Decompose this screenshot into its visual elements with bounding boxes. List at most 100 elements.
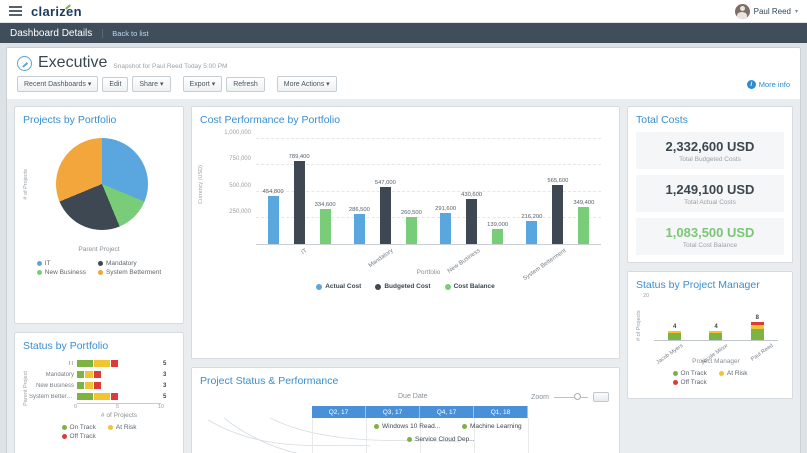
stat-block: 1,083,500 USD Total Cost Balance (636, 218, 784, 255)
user-menu[interactable]: Paul Reed ▾ (734, 3, 798, 19)
sbp-axis: 0 5 10 (74, 404, 164, 410)
legend-dot (61, 434, 67, 439)
bar-group-it: 454,800 789,400 334,600 (259, 140, 339, 244)
row-label: New Business (35, 382, 74, 389)
legend-item-on-track: On Track (672, 370, 707, 377)
hamburger-menu-icon[interactable] (9, 6, 22, 16)
toolbar-button-share[interactable]: Share ▾ (132, 76, 171, 92)
portfolio-pie-legend: IT Mandatory New Business System Betterment (23, 260, 175, 276)
portfolio-status-row: Mandatory 3 (29, 369, 175, 380)
toolbar-button-more-actions[interactable]: More Actions ▾ (276, 76, 337, 92)
y-axis-label: # of Projects (23, 168, 29, 200)
legend-dot (107, 425, 113, 430)
legend-label: Actual Cost (325, 283, 362, 290)
x-axis-label: Parent Project (78, 246, 120, 253)
portfolio-status-row: IT 5 (29, 358, 175, 369)
row-label: IT (68, 360, 74, 367)
y-axis-label: Parent Project (23, 371, 29, 406)
legend-item-it: IT (36, 260, 86, 267)
user-avatar (734, 3, 750, 19)
gantt-task-machine-learning[interactable]: Machine Learning (462, 423, 522, 430)
legend-label: At Risk (726, 370, 748, 377)
timeline-quarters: Q2, 17 Q3, 17 Q4, 17 Q1, 18 (312, 406, 611, 418)
legend-item-actual-cost: Actual Cost (316, 283, 361, 290)
zoom-button[interactable] (593, 392, 609, 402)
bar-value-label: 260,500 (400, 209, 422, 216)
bar-group-system-betterment: 216,200 565,600 349,400 (518, 140, 598, 244)
y-tick-label: 20 (643, 293, 650, 299)
due-date-label: Due Date (398, 393, 428, 400)
bar-value-label: 286,500 (348, 206, 370, 213)
page-title: Dashboard Details (10, 27, 93, 39)
bar-cost-balance (578, 207, 590, 244)
card-title: Projects by Portfolio (23, 114, 117, 126)
x-axis-line (77, 403, 161, 404)
bar-total-label: 4 (672, 324, 677, 331)
quarter-header-cell: Q4, 17 (420, 406, 474, 418)
portfolio-status-row: New Business 3 (29, 380, 175, 391)
toolbar-button-edit[interactable]: Edit (102, 76, 129, 92)
timeline-gridline (474, 418, 475, 453)
card-total-costs: Total Costs 2,332,600 USD Total Budgeted … (627, 106, 793, 263)
legend-item-off-track: Off Track (61, 433, 96, 440)
quarter-header-cell: Q2, 17 (312, 406, 366, 418)
legend-label: Off Track (69, 433, 96, 440)
bar-group-mandatory: 286,500 547,000 260,500 (345, 140, 425, 244)
gantt-task-service-cloud-dep[interactable]: Service Cloud Dep... (407, 436, 475, 443)
legend-label: IT (44, 260, 51, 267)
back-to-list-link[interactable]: Back to list (102, 28, 149, 38)
toolbar-button-refresh[interactable]: Refresh (226, 76, 265, 92)
legend-label: New Business (44, 269, 86, 276)
timeline-gridline (366, 418, 367, 453)
x-tick-label: 10 (157, 404, 164, 410)
bar-value-label: 789,400 (288, 154, 310, 161)
bar-groups: 454,800 789,400 334,600 286,500 547,000 260,5… (256, 140, 601, 244)
bar-cost-balance (319, 208, 331, 244)
gantt-task-windows-10-read[interactable]: Windows 10 Read... (374, 423, 440, 430)
row-label: System Betterment (29, 393, 77, 400)
bar-value-label: 349,400 (573, 200, 595, 207)
snapshot-info: Snapshot for Paul Reed Today 5:00 PM (113, 62, 228, 70)
legend-dot (672, 380, 678, 385)
stat-label: Total Cost Balance (682, 242, 738, 249)
toolbar-button-recent-dashboards[interactable]: Recent Dashboards ▾ (17, 76, 99, 92)
card-project-status-performance: Project Status & Performance Due Date Zo… (191, 367, 620, 453)
stat-label: Total Actual Costs (684, 199, 736, 206)
more-info-label: More info (758, 79, 790, 89)
clarizen-logo[interactable]: clarizen (31, 3, 82, 19)
pm-bar-column-paul-reed: 8 (750, 295, 764, 340)
timeline-gridline (420, 418, 421, 453)
zoom-slider[interactable] (554, 393, 588, 400)
x-tick-label: 5 (115, 404, 119, 410)
bar-total-label: 8 (755, 315, 759, 322)
timeline-gridline (528, 418, 529, 453)
card-status-by-portfolio: Status by Portfolio Parent Project IT 5 Ma… (14, 332, 184, 453)
pm-xlabels: Jacob Myers Nicole Minor Paul Reed (648, 341, 784, 366)
legend-item-mandatory: Mandatory (97, 260, 161, 267)
legend-item-on-track: On Track (61, 424, 96, 431)
row-total: 3 (163, 371, 167, 378)
sbp-legend: On Track At Risk Off Track (23, 424, 175, 440)
bar-value-label: 216,200 (521, 214, 543, 221)
stat-value: 2,332,600 USD (665, 139, 755, 154)
x-tick-label: Mandatory (368, 248, 395, 270)
timeline-gridline (312, 418, 313, 453)
bar-value-label: 547,000 (374, 179, 396, 186)
x-tick-label: 0 (74, 404, 78, 410)
y-axis-label: # of Projects (636, 310, 642, 341)
more-info-link[interactable]: i More info (746, 79, 790, 89)
bar-value-label: 565,600 (547, 177, 569, 184)
dashboard-icon (17, 55, 32, 71)
legend-item-at-risk: At Risk (718, 370, 748, 377)
timeline-body: Windows 10 Read... Machine Learning Servic… (200, 418, 611, 453)
x-axis-label: Portfolio (416, 269, 441, 276)
zoom-slider-handle[interactable] (574, 393, 581, 400)
legend-label: Off Track (680, 379, 707, 386)
pm-bar-column-nicole-minor: 4 (709, 295, 723, 340)
bar-value-label: 334,600 (314, 201, 336, 208)
dashboard-body: Projects by Portfolio # of Projects Pare… (7, 99, 800, 453)
toolbar-button-export[interactable]: Export ▾ (182, 76, 223, 92)
pm-bar-column-jacob-myers: 4 (668, 295, 682, 340)
info-icon: i (746, 79, 756, 89)
bar-group-new-business: 291,600 430,600 139,000 (432, 140, 512, 244)
